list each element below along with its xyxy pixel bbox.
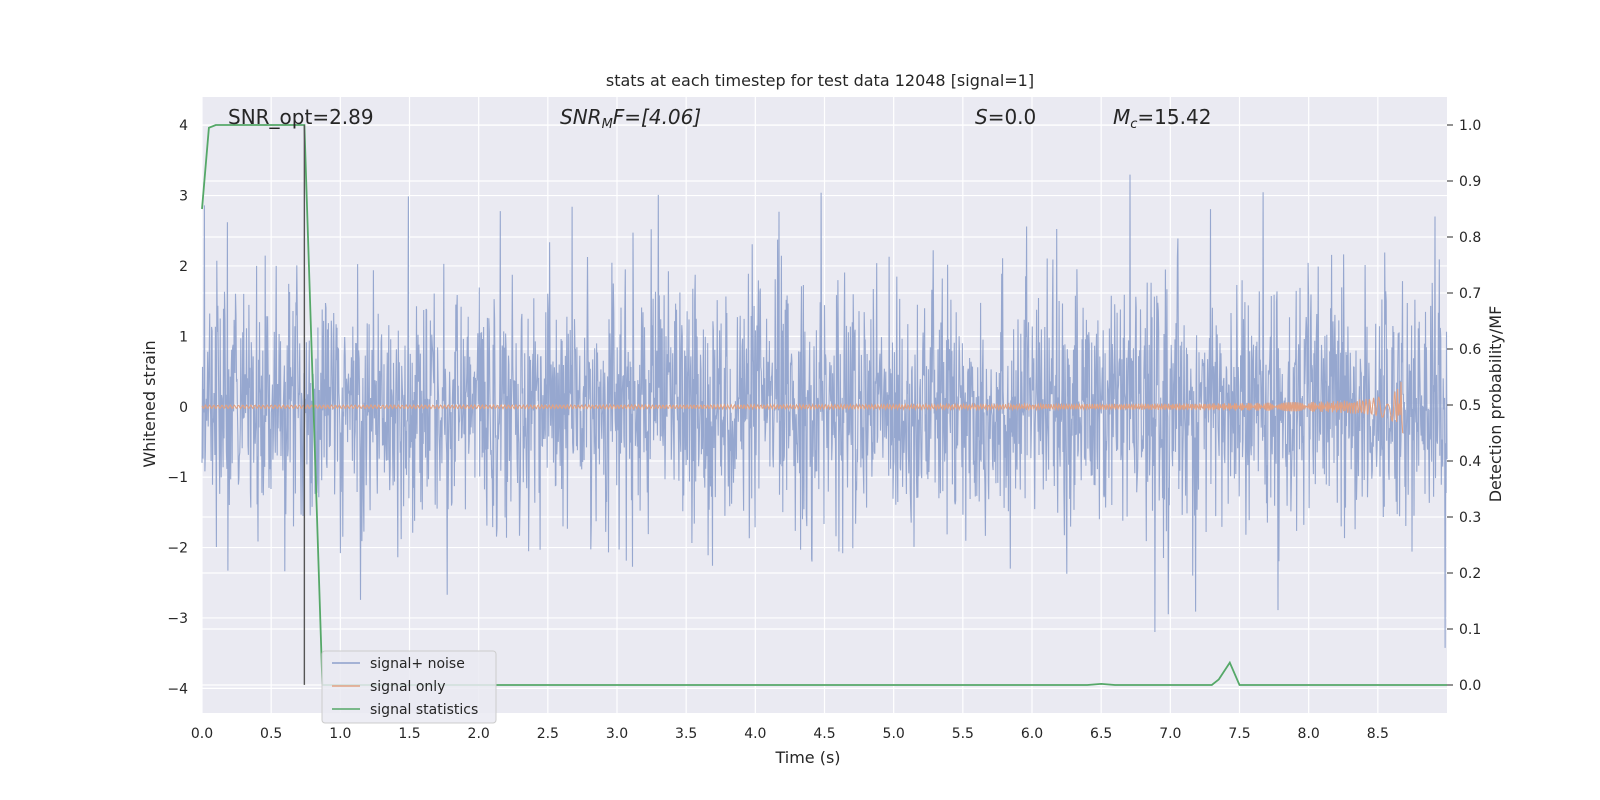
- x-tick-label: 6.5: [1090, 726, 1112, 742]
- x-tick-label: 0.5: [260, 726, 282, 742]
- tick-labels: 0.0 0.5 1.0 1.5 2.0 2.5 3.0 3.5 4.0 4.5 5.0 5.5 6.0 6…: [167, 118, 1481, 742]
- y-right-tick-label: 0.4: [1459, 454, 1481, 470]
- y-axis-left-label: Whitened strain: [140, 340, 159, 467]
- x-tick-label: 1.0: [329, 726, 351, 742]
- s-rest: =0.0: [988, 105, 1037, 129]
- y-right-tick-label: 0.1: [1459, 622, 1481, 638]
- y-left-tick-label: 1: [179, 329, 188, 345]
- x-tick-label: 4.0: [744, 726, 766, 742]
- chart-title: stats at each timestep for test data 120…: [606, 71, 1034, 90]
- signal-statistics-series: [201, 124, 1447, 686]
- x-tick-label: 3.5: [675, 726, 697, 742]
- y-right-tick-label: 1.0: [1459, 118, 1481, 134]
- x-tick-label: 2.5: [537, 726, 559, 742]
- signal-noise-series: [201, 174, 1448, 648]
- x-tick-label: 5.5: [952, 726, 974, 742]
- x-tick-label: 4.5: [813, 726, 835, 742]
- y-left-tick-label: −1: [167, 470, 188, 486]
- x-tick-label: 6.0: [1021, 726, 1043, 742]
- x-tick-label: 8.0: [1298, 726, 1320, 742]
- y-right-tick-label: 0.9: [1459, 174, 1481, 190]
- legend-label-noise: signal+ noise: [370, 656, 465, 672]
- legend-label-signal: signal only: [370, 679, 445, 695]
- signal-trace: [201, 381, 1404, 434]
- x-tick-label: 1.5: [398, 726, 420, 742]
- y-right-tick-label: 0.6: [1459, 342, 1481, 358]
- y-left-tick-label: 4: [179, 118, 188, 134]
- y-right-tick-label: 0.3: [1459, 510, 1481, 526]
- y-right-tick-label: 0.5: [1459, 398, 1481, 414]
- x-tick-label: 5.0: [883, 726, 905, 742]
- y-right-tick-label: 0.0: [1459, 678, 1481, 694]
- x-tick-label: 7.0: [1159, 726, 1181, 742]
- y-left-tick-label: 3: [179, 189, 188, 205]
- x-tick-label: 2.0: [468, 726, 490, 742]
- snr-mf-sub: M: [602, 117, 613, 132]
- y-right-tick-label: 0.7: [1459, 286, 1481, 302]
- x-axis-label: Time (s): [774, 748, 840, 767]
- snr-mf-main: SNR: [560, 105, 602, 129]
- y-right-tick-label: 0.8: [1459, 230, 1481, 246]
- s-main: S: [975, 105, 988, 129]
- s-annotation: S=0.0: [975, 105, 1036, 129]
- y-left-tick-label: −4: [167, 681, 188, 697]
- legend: signal+ noise signal only signal statist…: [321, 650, 497, 724]
- x-tick-label: 3.0: [606, 726, 628, 742]
- stats-trace: [201, 124, 1447, 686]
- legend-label-stats: signal statistics: [370, 702, 478, 718]
- signal-only-series: [201, 381, 1404, 434]
- snr-opt-annotation: SNR_opt=2.89: [228, 105, 374, 129]
- y-axis-right-label: Detection probability/MF: [1486, 306, 1505, 503]
- y-left-tick-label: 0: [179, 400, 188, 416]
- snr-mf-rest: F=[4.06]: [613, 105, 701, 129]
- x-tick-label: 7.5: [1228, 726, 1250, 742]
- snr-mf-annotation: SNRMF=[4.06]: [560, 105, 701, 132]
- y-right-tick-label: 0.2: [1459, 566, 1481, 582]
- x-tick-label: 0.0: [191, 726, 213, 742]
- mc-rest: =15.42: [1137, 105, 1211, 129]
- mc-sub: c: [1130, 117, 1137, 132]
- noise-trace: [201, 174, 1448, 648]
- y-left-tick-label: −2: [167, 541, 188, 557]
- x-tick-label: 8.5: [1367, 726, 1389, 742]
- mc-annotation: Mc=15.42: [1113, 105, 1211, 132]
- legend-box: [321, 650, 497, 724]
- y-left-tick-label: 2: [179, 259, 188, 275]
- y-left-tick-label: −3: [167, 611, 188, 627]
- mc-main: M: [1113, 105, 1130, 129]
